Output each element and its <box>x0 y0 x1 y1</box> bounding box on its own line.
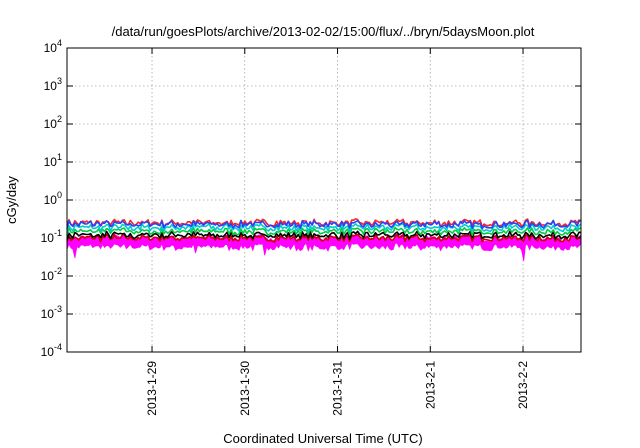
series-line <box>66 219 582 230</box>
y-tick-label: 101 <box>44 152 62 169</box>
y-tick-label: 104 <box>44 38 62 55</box>
series-line <box>66 233 582 243</box>
y-tick-label: 102 <box>44 114 62 131</box>
series-layer <box>66 218 582 261</box>
y-tick-label: 103 <box>44 76 62 93</box>
x-tick-label: 2013-1-30 <box>238 361 252 416</box>
series-line <box>66 230 582 240</box>
x-tick-label: 2013-2-2 <box>516 361 530 409</box>
x-tick-label: 2013-1-31 <box>331 361 345 416</box>
y-tick-label: 10-2 <box>41 266 62 283</box>
y-tick-label: 100 <box>44 190 62 207</box>
x-axis-title: Coordinated Universal Time (UTC) <box>223 431 422 446</box>
y-tick-label: 10-1 <box>41 228 62 245</box>
series-line <box>66 223 582 233</box>
y-tick-label: 10-3 <box>41 304 62 321</box>
grid-lines <box>67 48 581 352</box>
x-tick-label: 2013-2-1 <box>423 361 437 409</box>
y-tick-label: 10-4 <box>41 342 62 359</box>
x-tick-label: 2013-1-29 <box>145 361 159 416</box>
x-axis: 2013-1-29 2013-1-30 2013-1-31 2013-2-1 2013-… <box>145 48 530 416</box>
chart-title: /data/run/goesPlots/archive/2013-02-02/1… <box>112 24 535 39</box>
series-line <box>66 226 582 237</box>
y-axis-title: cGy/day <box>4 176 19 224</box>
